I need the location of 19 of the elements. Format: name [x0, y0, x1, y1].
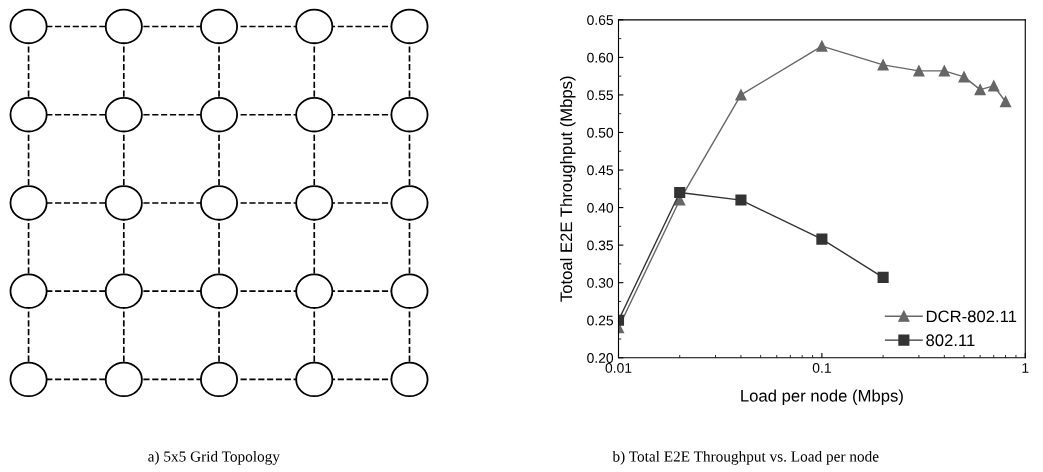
y-tick-label: 0.40	[587, 202, 614, 213]
y-axis-title: Totoal E2E Throughput (Mbps)	[559, 76, 576, 302]
y-tick-label: 0.35	[587, 240, 614, 251]
y-tick-label: 0.55	[587, 90, 614, 101]
y-tick-label: 0.20	[587, 353, 614, 363]
x-tick-label: 0.1	[812, 363, 831, 373]
y-tick-label: 0.25	[587, 315, 614, 326]
y-tick-label: 0.30	[587, 278, 614, 288]
y-tick-label: 0.60	[587, 52, 614, 63]
y-tick-label: 0.50	[587, 127, 614, 138]
text: a) 5x5 Grid Topology	[148, 450, 280, 465]
y-tick-label: 0.65	[587, 15, 614, 25]
x-axis-title: Load per node (Mbps)	[741, 389, 903, 406]
x-tick-label: 0.01	[605, 363, 632, 373]
text: b) Total E2E Throughput vs. Load per node	[612, 450, 879, 465]
legend-label: 802.11	[926, 334, 975, 347]
x-tick-label: 1	[1022, 363, 1029, 373]
y-tick-label: 0.45	[587, 165, 614, 176]
legend-label: DCR-802.11	[926, 310, 1017, 323]
